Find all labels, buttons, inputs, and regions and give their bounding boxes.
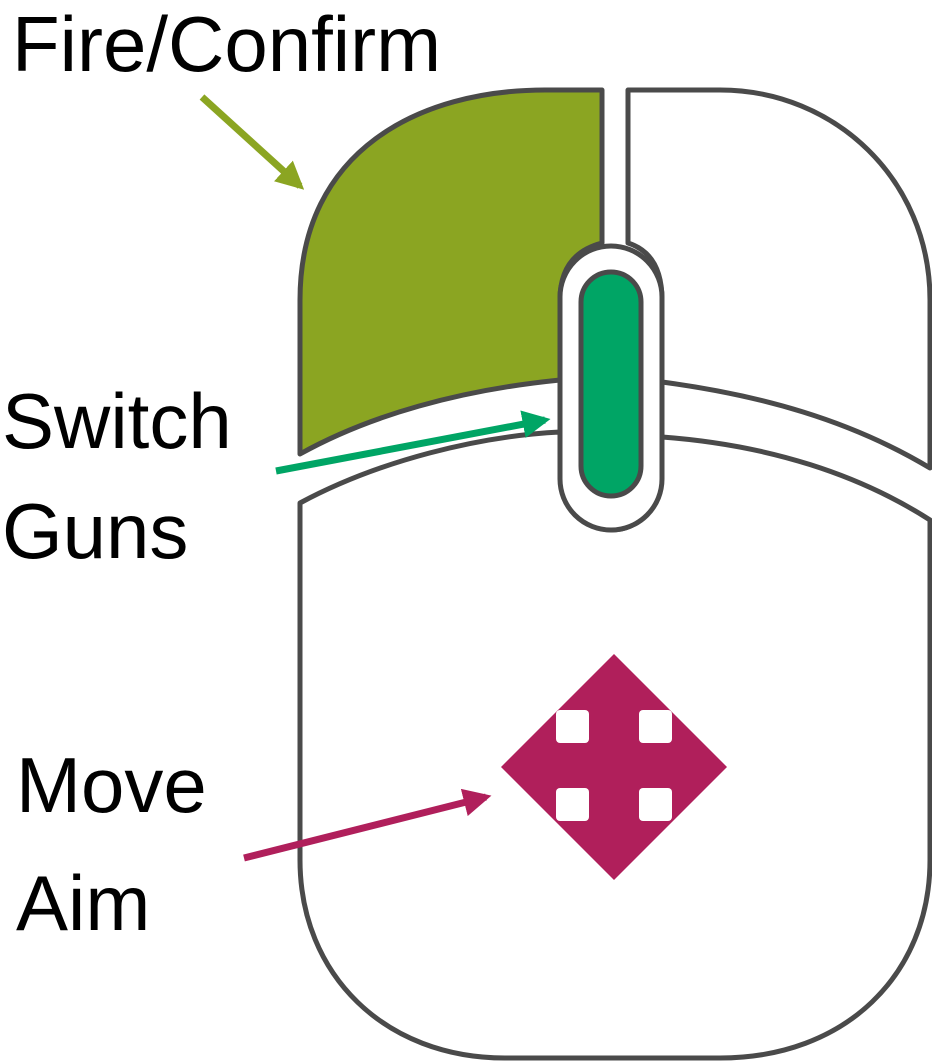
- move-aim-line2: Aim: [16, 859, 151, 947]
- move-aim-arrow: [243, 788, 492, 862]
- move-aim-label: Move Aim: [16, 726, 207, 962]
- fire-confirm-arrow: [199, 94, 305, 190]
- four-way-arrow-icon: [501, 654, 727, 880]
- switch-guns-line1: Switch: [2, 377, 232, 465]
- fire-confirm-text: Fire/Confirm: [12, 0, 442, 88]
- right-mouse-button: [625, 87, 932, 471]
- move-aim-line1: Move: [16, 741, 207, 829]
- left-mouse-button: [297, 87, 605, 457]
- fire-confirm-label: Fire/Confirm: [12, 2, 441, 86]
- switch-guns-label: Switch Guns: [2, 366, 232, 586]
- switch-guns-arrow: [275, 410, 551, 475]
- scroll-wheel: [578, 269, 644, 499]
- switch-guns-line2: Guns: [2, 487, 189, 575]
